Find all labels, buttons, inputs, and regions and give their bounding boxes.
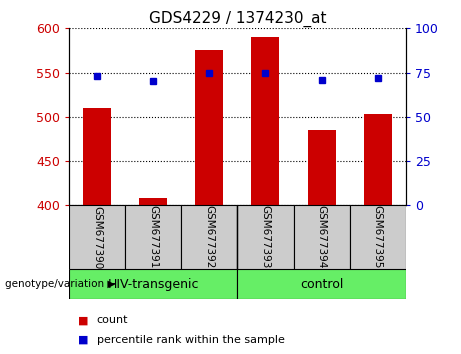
Bar bbox=[195, 51, 224, 205]
Text: GSM677391: GSM677391 bbox=[148, 205, 158, 269]
Text: percentile rank within the sample: percentile rank within the sample bbox=[97, 335, 285, 345]
Text: GSM677392: GSM677392 bbox=[204, 205, 214, 269]
Bar bbox=[307, 130, 336, 205]
Bar bbox=[251, 37, 279, 205]
Bar bbox=[69, 205, 125, 269]
Bar bbox=[83, 108, 111, 205]
Text: GSM677395: GSM677395 bbox=[372, 205, 383, 269]
Text: ■: ■ bbox=[78, 335, 89, 345]
Bar bbox=[237, 205, 294, 269]
Bar bbox=[181, 205, 237, 269]
Bar bbox=[139, 198, 167, 205]
Text: control: control bbox=[300, 278, 343, 291]
Bar bbox=[364, 114, 392, 205]
Text: count: count bbox=[97, 315, 128, 325]
Text: genotype/variation ▶: genotype/variation ▶ bbox=[5, 279, 115, 289]
Title: GDS4229 / 1374230_at: GDS4229 / 1374230_at bbox=[148, 11, 326, 27]
Text: GSM677394: GSM677394 bbox=[317, 205, 326, 269]
Text: GSM677393: GSM677393 bbox=[260, 205, 271, 269]
Bar bbox=[69, 269, 237, 299]
Text: ■: ■ bbox=[78, 315, 89, 325]
Bar bbox=[237, 269, 406, 299]
Bar bbox=[125, 205, 181, 269]
Bar bbox=[349, 205, 406, 269]
Text: HIV-transgenic: HIV-transgenic bbox=[107, 278, 199, 291]
Bar bbox=[294, 205, 349, 269]
Text: GSM677390: GSM677390 bbox=[92, 206, 102, 269]
